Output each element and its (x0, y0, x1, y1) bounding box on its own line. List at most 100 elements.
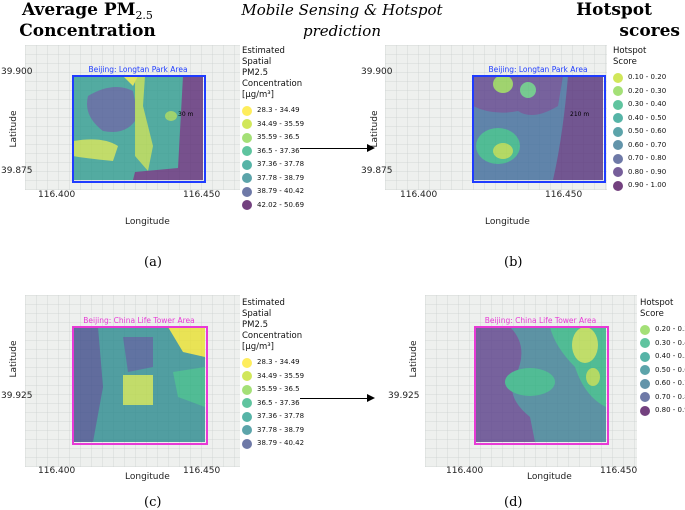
lon-tick: 116.400 (38, 190, 76, 200)
legend-title: [µg/m³] (242, 342, 274, 352)
legend-swatch (613, 153, 623, 164)
legend-swatch (242, 438, 252, 449)
legend-label: 0.40 - 0.50 (655, 352, 685, 361)
legend-label: 34.49 - 35.59 (257, 371, 305, 380)
x-axis-label: Longitude (527, 472, 572, 482)
legend-label: 34.49 - 35.59 (257, 119, 305, 128)
legend-item: 35.59 - 36.5 (242, 131, 304, 145)
y-axis-label: Latitude (409, 340, 419, 378)
legend-swatch (242, 105, 252, 116)
caption-a: (a) (144, 255, 162, 270)
legend-item: 38.79 - 40.42 (242, 185, 304, 199)
legend-title: Estimated (242, 298, 285, 308)
legend-label: 28.3 - 34.49 (257, 358, 300, 367)
area-title-c: Beijing: China Life Tower Area (83, 316, 195, 325)
legend-swatch (613, 126, 623, 137)
legend-swatch (640, 365, 650, 376)
legend-item: 0.60 - 0.70 (613, 139, 666, 153)
legend-label: 0.60 - 0.70 (655, 379, 685, 388)
right-header: Hotspot scores (560, 0, 680, 42)
area-title-a: Beijing: Longtan Park Area (88, 65, 188, 74)
legend-label: 42.02 - 50.69 (257, 200, 305, 209)
legend-item: 0.50 - 0.60 (640, 364, 685, 378)
heatmap-c (73, 327, 205, 442)
lat-tick: 39.900 (361, 67, 393, 77)
arrow-top (300, 144, 375, 152)
caption-b: (b) (504, 255, 523, 270)
legend-item: 0.80 - 0.90 (613, 166, 666, 180)
legend-label: 0.40 - 0.50 (628, 113, 667, 122)
legend-title: [µg/m³] (242, 90, 274, 100)
legend-label: 0.10 - 0.20 (628, 73, 667, 82)
lat-tick: 39.925 (1, 391, 33, 401)
legend-title: Concentration (242, 79, 303, 89)
legend-label: 28.3 - 34.49 (257, 106, 300, 115)
legend-item: 0.30 - 0.40 (613, 98, 666, 112)
legend-swatch (242, 186, 252, 197)
legend-label: 36.5 - 37.36 (257, 146, 300, 155)
header-subscript: 2.5 (135, 9, 153, 22)
x-axis-label: Longitude (125, 472, 170, 482)
study-area-box-b (472, 75, 606, 183)
legend-label: 0.60 - 0.70 (628, 140, 667, 149)
legend-swatch (640, 378, 650, 389)
legend-swatch (242, 173, 252, 184)
legend-label: 38.79 - 40.42 (257, 187, 305, 196)
legend-swatch (242, 425, 252, 436)
study-area-box-d (474, 326, 609, 445)
legend-label: 0.20 - 0.30 (655, 325, 685, 334)
legend-item: 0.40 - 0.50 (640, 350, 685, 364)
lon-tick: 116.450 (545, 190, 583, 200)
legend-title: Spatial (242, 57, 272, 67)
legend-label: 36.5 - 37.36 (257, 398, 300, 407)
study-area-box-a (72, 75, 206, 183)
legend-swatch (242, 384, 252, 395)
legend-swatch (613, 86, 623, 97)
legend-item: 0.80 - 0.90 (640, 404, 685, 418)
legend-item: 36.5 - 37.36 (242, 397, 304, 411)
legend-swatch (613, 72, 623, 83)
legend-title: Spatial (242, 309, 272, 319)
legend-swatch (242, 371, 252, 382)
lat-tick: 39.875 (361, 166, 393, 176)
y-axis-label: Latitude (9, 110, 19, 148)
legend-item: 36.5 - 37.36 (242, 145, 304, 159)
caption-c: (c) (144, 495, 162, 510)
legend-label: 0.30 - 0.40 (628, 100, 667, 109)
legend-label: 37.78 - 38.79 (257, 173, 305, 182)
lat-tick: 39.875 (1, 166, 33, 176)
middle-header: Mobile Sensing & Hotspot prediction (222, 0, 462, 42)
area-title-b: Beijing: Longtan Park Area (488, 65, 588, 74)
legend-swatch (242, 119, 252, 130)
legend-label: 0.50 - 0.60 (628, 127, 667, 136)
header-text: Mobile Sensing & Hotspot (241, 1, 443, 19)
legend-title: Estimated (242, 46, 285, 56)
lat-tick: 39.900 (1, 67, 33, 77)
y-axis-label: Latitude (9, 340, 19, 378)
study-area-box-c (72, 326, 208, 445)
legend-swatch (613, 113, 623, 124)
legend-swatch (613, 167, 623, 178)
scale-bar-b: 210 m (570, 111, 590, 118)
legend-label: 37.36 - 37.78 (257, 412, 305, 421)
legend-item: 0.20 - 0.30 (613, 85, 666, 99)
legend-title: PM2.5 (242, 68, 268, 78)
legend-title: Hotspot (640, 298, 674, 308)
legend-item: 0.40 - 0.50 (613, 112, 666, 126)
legend-item: 37.36 - 37.78 (242, 410, 304, 424)
lon-tick: 116.400 (400, 190, 438, 200)
legend-swatch (640, 392, 650, 403)
legend-label: 35.59 - 36.5 (257, 385, 300, 394)
legend-title: Score (640, 309, 664, 319)
legend-item: 0.60 - 0.70 (640, 377, 685, 391)
lat-tick: 39.925 (388, 391, 420, 401)
legend-item: 37.78 - 38.79 (242, 172, 304, 186)
legend-title: Hotspot (613, 46, 647, 56)
legend-swatch (242, 146, 252, 157)
legend-swatch (613, 180, 623, 191)
header-text: Concentration (19, 21, 156, 41)
legend-item: 0.70 - 0.80 (613, 152, 666, 166)
legend-label: 0.50 - 0.60 (655, 365, 685, 374)
legend-swatch (613, 99, 623, 110)
